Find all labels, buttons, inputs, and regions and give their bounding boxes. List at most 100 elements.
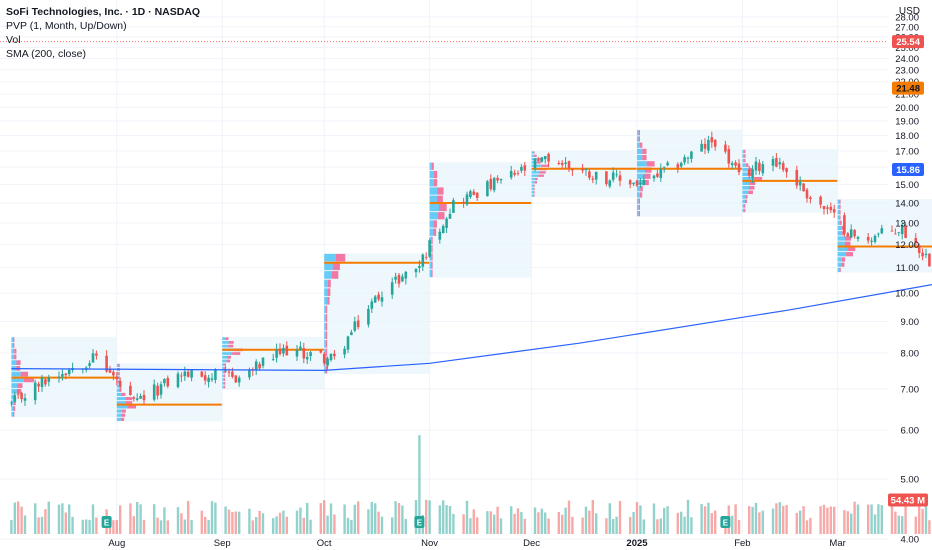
- candle-body: [16, 394, 20, 396]
- candle-body: [67, 369, 71, 375]
- volume-bars: [10, 435, 931, 534]
- profile-bar-down: [13, 400, 16, 406]
- volume-bar: [142, 519, 146, 534]
- volume-bar: [846, 511, 849, 534]
- candle-body: [588, 171, 591, 178]
- profile-bar-up: [742, 149, 745, 154]
- x-tick-label: Dec: [523, 538, 540, 549]
- profile-bar-down: [327, 279, 331, 288]
- candle-body: [795, 170, 799, 186]
- candle-body: [142, 394, 146, 401]
- candle-body: [186, 371, 190, 377]
- profile-bar-up: [222, 352, 233, 355]
- volume-bar: [516, 508, 520, 534]
- candle-body: [520, 166, 523, 171]
- sma-value-tag-bg: [892, 162, 924, 176]
- volume-bar: [615, 516, 618, 534]
- volume-bar: [680, 511, 683, 534]
- candle-body: [928, 253, 931, 267]
- profile-bar-up: [11, 383, 18, 388]
- candle-body: [465, 194, 469, 205]
- volume-bar: [278, 512, 282, 534]
- profile-bar-down: [534, 177, 538, 181]
- volume-bar: [57, 504, 61, 534]
- profile-bar-down: [640, 186, 643, 192]
- volume-bar: [394, 501, 397, 534]
- profile-bar-down: [437, 212, 445, 220]
- candle-body: [802, 183, 805, 192]
- y-tick-label: 5.00: [901, 475, 920, 486]
- candle-body: [227, 371, 231, 373]
- candle-body: [499, 178, 503, 181]
- volume-bar: [914, 516, 917, 534]
- profile-bar-up: [742, 208, 745, 213]
- profile-bar-up: [837, 210, 840, 215]
- volume-bar: [734, 504, 737, 534]
- profile-bar-up: [637, 198, 639, 204]
- profile-bar-down: [13, 343, 15, 348]
- volume-bar: [180, 513, 183, 534]
- profile-bar-up: [837, 225, 842, 231]
- candle-body: [543, 155, 547, 160]
- sma-200-line: [11, 284, 932, 372]
- candle-body: [778, 162, 782, 165]
- profile-bar-up: [429, 195, 437, 203]
- volume-bar: [465, 500, 469, 534]
- volume-bar: [676, 512, 679, 534]
- profile-bar-down: [639, 192, 643, 198]
- candle-body: [91, 353, 95, 363]
- candle-body: [166, 378, 170, 387]
- candle-body: [448, 213, 452, 219]
- candle-body: [183, 371, 187, 377]
- volume-bar: [666, 506, 669, 534]
- profile-bar-down: [325, 348, 328, 357]
- candle-body: [237, 377, 241, 383]
- volume-bar: [581, 517, 584, 534]
- candle-body: [404, 271, 408, 279]
- candle-body: [594, 171, 598, 180]
- volume-bar: [826, 507, 829, 534]
- profile-bar-down: [13, 337, 15, 343]
- profile-bar-down: [847, 246, 856, 252]
- volume-bar: [537, 512, 540, 534]
- profile-bar-down: [119, 388, 122, 392]
- profile-bar-down: [225, 337, 229, 341]
- candle-body: [248, 369, 251, 378]
- legend-symbol-title[interactable]: SoFi Technologies, Inc. · 1D · NASDAQ: [6, 6, 201, 18]
- candle-body: [95, 353, 98, 356]
- volume-bar: [61, 503, 64, 534]
- profile-bar-up: [742, 199, 745, 204]
- profile-bar-up: [11, 411, 14, 417]
- candle-body: [523, 165, 527, 171]
- volume-bar: [618, 500, 622, 534]
- currency-label[interactable]: USD: [898, 6, 920, 17]
- profile-bar-down: [325, 314, 328, 322]
- volume-bar: [700, 503, 703, 534]
- time-axis[interactable]: AugSepOctNovDec2025FebMarAprMayJunJulAug…: [108, 538, 932, 549]
- legend-volume-indicator[interactable]: Vol: [6, 34, 21, 46]
- candle-body: [877, 233, 880, 235]
- volume-bar: [357, 501, 360, 534]
- volume-bar: [47, 501, 50, 534]
- volume-bar: [445, 505, 448, 534]
- price-axis[interactable]: 4.00 5.00 6.00 7.00 8.00 9.00 10.00 11.00 12.00 1…: [895, 13, 919, 546]
- profile-bar-down: [127, 405, 137, 409]
- candle-body: [350, 332, 353, 336]
- candle-body: [611, 172, 615, 180]
- volume-bar: [921, 508, 924, 534]
- profile-bar-down: [642, 148, 647, 155]
- legend-sma-indicator[interactable]: SMA (200, close): [6, 48, 86, 60]
- volume-bar: [68, 504, 71, 534]
- volume-bar: [890, 503, 894, 534]
- candle-body: [224, 370, 227, 372]
- candle-body: [832, 209, 836, 213]
- profile-bar-up: [531, 171, 540, 174]
- y-tick-label: 25.00: [895, 43, 919, 54]
- volume-bar: [319, 503, 322, 534]
- candle-body: [584, 168, 588, 171]
- volume-bar: [584, 506, 588, 534]
- profile-bar-up: [116, 392, 122, 397]
- legend-pvp-indicator[interactable]: PVP (1, Month, Up/Down): [6, 20, 127, 32]
- candle-body: [819, 196, 822, 205]
